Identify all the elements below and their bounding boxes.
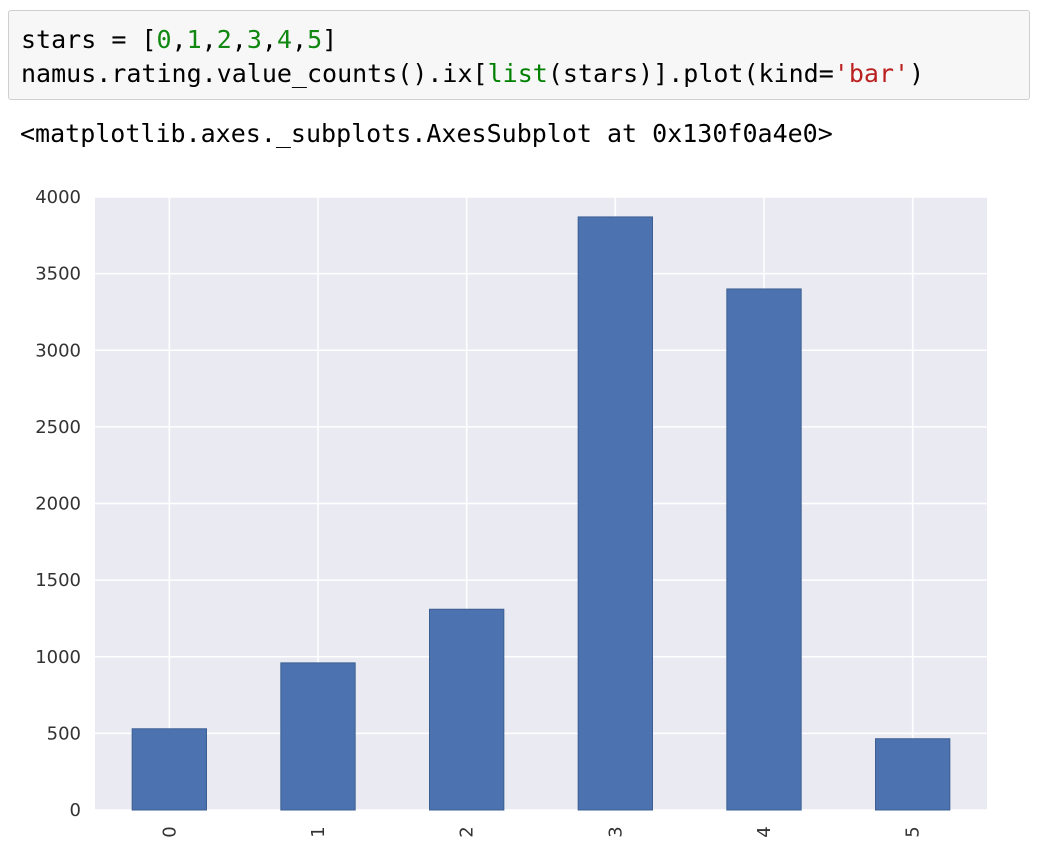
y-tick-label: 4000 — [35, 187, 81, 208]
x-tick-label: 0 — [159, 826, 180, 837]
y-tick-label: 2500 — [35, 417, 81, 438]
x-tick-label: 2 — [457, 826, 478, 837]
code-number-2: 2 — [216, 25, 232, 54]
x-tick-label: 5 — [903, 826, 924, 837]
y-tick-label: 0 — [70, 800, 81, 821]
code-number-0: 0 — [156, 25, 172, 54]
code-number-1: 1 — [186, 25, 202, 54]
y-tick-label: 1500 — [35, 570, 81, 591]
bar — [726, 288, 802, 811]
code-number-5: 5 — [307, 25, 323, 54]
code-bracket-open: [ — [141, 25, 157, 54]
bar — [875, 738, 951, 811]
output-repr: <matplotlib.axes._subplots.AxesSubplot a… — [20, 119, 833, 148]
y-tick-label: 1000 — [35, 647, 81, 668]
code-var-stars: stars — [21, 25, 97, 54]
code-comma: , — [201, 25, 217, 54]
y-tick-label: 3000 — [35, 340, 81, 361]
code-plot-call: (stars)].plot(kind= — [547, 59, 834, 88]
bar — [577, 216, 654, 811]
code-call-chain: namus.rating.value_counts().ix[ — [21, 59, 488, 88]
code-assign-op: = — [96, 25, 142, 54]
code-comma: , — [261, 25, 277, 54]
code-paren-close: ) — [909, 59, 925, 88]
x-tick-label: 1 — [308, 826, 329, 837]
y-tick-label: 3500 — [35, 264, 81, 285]
code-comma: , — [231, 25, 247, 54]
y-tick-label: 2000 — [35, 494, 81, 515]
bar — [429, 608, 505, 811]
code-input-cell[interactable]: stars = [0,1,2,3,4,5] namus.rating.value… — [8, 10, 1030, 100]
x-tick-label: 4 — [754, 826, 775, 837]
x-tick-label: 3 — [605, 826, 626, 837]
bar — [280, 662, 356, 811]
code-comma: , — [292, 25, 308, 54]
code-bracket-close: ] — [322, 25, 338, 54]
code-line-1: stars = [0,1,2,3,4,5] — [21, 25, 337, 55]
code-stars-items: 0,1,2,3,4,5 — [156, 25, 322, 54]
code-number-4: 4 — [276, 25, 293, 54]
code-number-3: 3 — [246, 25, 262, 54]
code-comma: , — [171, 25, 187, 54]
bar-chart: 0 500 1000 1500 2000 2500 3000 3500 4000 0 1 2 3 4 5 — [35, 187, 987, 838]
code-builtin-list: list — [487, 59, 548, 88]
code-line-2: namus.rating.value_counts().ix[list(star… — [21, 59, 924, 89]
bar — [131, 728, 208, 811]
y-tick-label: 500 — [47, 723, 81, 744]
code-string-bar: 'bar' — [833, 59, 910, 88]
